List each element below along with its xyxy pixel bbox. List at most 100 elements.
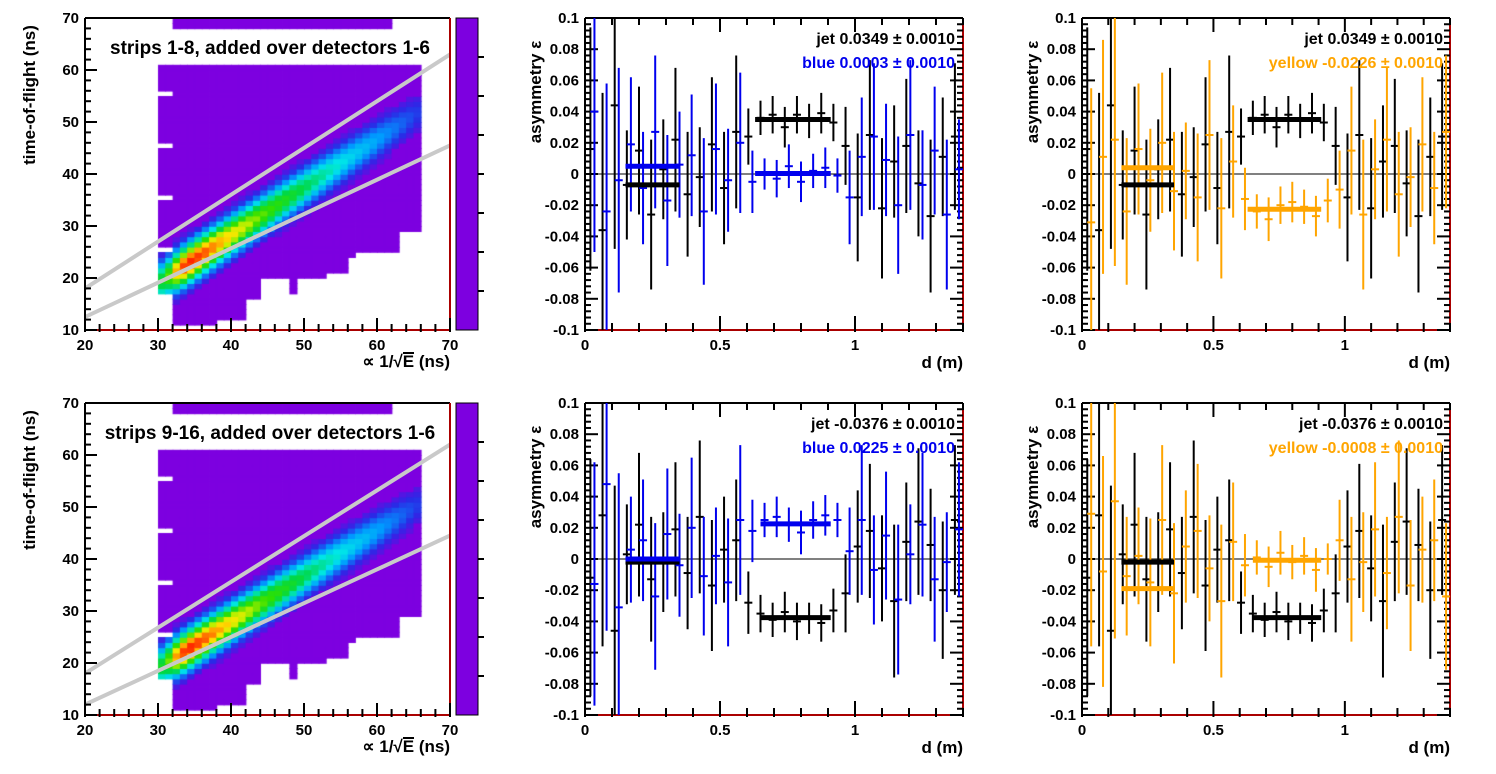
svg-text:20: 20 [62,270,79,287]
legend-jet-bm: jet -0.0376 ± 0.0010 [811,416,955,433]
svg-text:30: 30 [150,337,167,354]
svg-text:0.04: 0.04 [550,104,580,121]
svg-text:60: 60 [369,722,386,739]
svg-text:70: 70 [442,337,459,354]
svg-text:30: 30 [62,603,79,620]
svg-text:-0.08: -0.08 [1042,291,1076,308]
svg-text:1: 1 [1341,722,1349,739]
d-axis-label-tm: d (m) [921,353,963,372]
svg-text:-0.08: -0.08 [1042,676,1076,693]
svg-text:0.08: 0.08 [1047,426,1076,443]
asymmetry-axis-label-bm: asymmetry ε [526,425,545,529]
svg-text:-0.02: -0.02 [1042,197,1076,214]
svg-text:0: 0 [1068,551,1076,568]
svg-text:10: 10 [62,322,79,339]
svg-text:1: 1 [851,722,859,739]
legend-yellow-tr: yellow -0.0226 ± 0.0010 [1268,55,1443,72]
svg-text:50: 50 [296,722,313,739]
svg-text:-0.08: -0.08 [545,676,579,693]
svg-text:70: 70 [62,10,79,27]
svg-text:0.5: 0.5 [1203,722,1224,739]
svg-text:-0.06: -0.06 [545,260,579,277]
svg-text:10: 10 [62,707,79,724]
svg-text:-0.06: -0.06 [1042,260,1076,277]
energy-axis-prefix: ∝ 1/√ [362,352,403,371]
tof-axis-label-bottom: time-of-flight (ns) [20,410,39,550]
asymmetry-axis-label-tm: asymmetry ε [526,40,545,144]
svg-text:0: 0 [571,166,579,183]
svg-text:70: 70 [62,395,79,412]
asymmetry-axis-label-tr: asymmetry ε [1023,40,1042,144]
svg-text:0.5: 0.5 [710,722,731,739]
svg-text:0.02: 0.02 [550,520,579,537]
svg-text:0: 0 [581,722,589,739]
svg-text:-0.08: -0.08 [545,291,579,308]
svg-text:0.06: 0.06 [550,457,579,474]
svg-text:40: 40 [62,551,79,568]
svg-text:0.1: 0.1 [1055,10,1076,27]
svg-text:40: 40 [62,166,79,183]
svg-text:0.08: 0.08 [1047,41,1076,58]
svg-text:0.02: 0.02 [1047,520,1076,537]
svg-text:-0.02: -0.02 [545,197,579,214]
svg-text:-0.04: -0.04 [1042,228,1077,245]
tof-axis-label-top: time-of-flight (ns) [20,25,39,165]
svg-text:60: 60 [62,62,79,79]
legend-blue-bm: blue 0.0225 ± 0.0010 [802,440,955,457]
svg-text:0: 0 [1078,722,1086,739]
d-axis-label-tr: d (m) [1408,353,1450,372]
svg-text:70: 70 [442,722,459,739]
svg-text:60: 60 [62,447,79,464]
svg-text:-0.04: -0.04 [545,228,580,245]
svg-text:50: 50 [296,337,313,354]
svg-text:0.04: 0.04 [1047,489,1077,506]
energy-axis-prefix: ∝ 1/√ [362,737,403,756]
svg-text:0.1: 0.1 [1055,395,1076,412]
svg-text:0: 0 [571,551,579,568]
svg-text:0: 0 [581,337,589,354]
svg-text:0.04: 0.04 [1047,104,1077,121]
svg-text:0.02: 0.02 [550,135,579,152]
svg-text:0.06: 0.06 [1047,72,1076,89]
energy-axis-label-bottom: ∝ 1/√E (ns) [250,737,450,757]
svg-text:1: 1 [1341,337,1349,354]
heatmap-top-title: strips 1-8, added over detectors 1-6 [110,38,430,59]
svg-text:0: 0 [1068,166,1076,183]
svg-text:-0.04: -0.04 [1042,613,1077,630]
svg-text:0.02: 0.02 [1047,135,1076,152]
svg-text:-0.06: -0.06 [1042,645,1076,662]
svg-text:0.08: 0.08 [550,41,579,58]
svg-text:-0.1: -0.1 [1050,322,1076,339]
svg-text:0.1: 0.1 [558,10,579,27]
svg-text:30: 30 [150,722,167,739]
legend-blue-tm: blue 0.0003 ± 0.0010 [802,55,955,72]
svg-text:40: 40 [223,337,240,354]
energy-axis-suffix: (ns) [414,737,450,756]
svg-text:-0.1: -0.1 [1050,707,1076,724]
svg-text:-0.1: -0.1 [553,707,579,724]
svg-text:50: 50 [62,499,79,516]
energy-axis-label-top: ∝ 1/√E (ns) [250,352,450,372]
energy-axis-root: E [402,737,415,756]
svg-text:30: 30 [62,218,79,235]
svg-text:0.06: 0.06 [1047,457,1076,474]
svg-text:0.08: 0.08 [550,426,579,443]
d-axis-label-bm: d (m) [921,738,963,757]
d-axis-label-br: d (m) [1408,738,1450,757]
svg-text:20: 20 [62,655,79,672]
svg-text:50: 50 [62,114,79,131]
svg-text:20: 20 [77,337,94,354]
legend-jet-tr: jet 0.0349 ± 0.0010 [1304,31,1443,48]
heatmap-bottom-title: strips 9-16, added over detectors 1-6 [104,423,436,444]
legend-jet-tm: jet 0.0349 ± 0.0010 [816,31,955,48]
svg-text:0.5: 0.5 [1203,337,1224,354]
svg-text:0.06: 0.06 [550,72,579,89]
svg-text:0: 0 [1078,337,1086,354]
svg-text:1: 1 [851,337,859,354]
legend-jet-br: jet -0.0376 ± 0.0010 [1299,416,1443,433]
svg-text:-0.1: -0.1 [553,322,579,339]
svg-text:20: 20 [77,722,94,739]
svg-text:40: 40 [223,722,240,739]
